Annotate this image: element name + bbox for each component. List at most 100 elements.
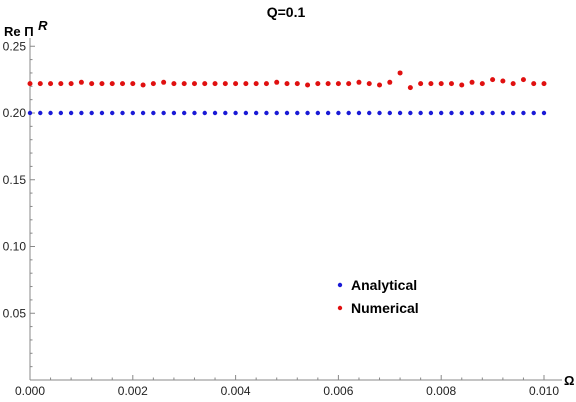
numerical-point	[202, 81, 208, 87]
numerical-series	[27, 70, 547, 91]
y-axis-label-main: Re Π	[4, 24, 34, 39]
analytical-point	[428, 110, 434, 116]
analytical-point	[377, 110, 382, 116]
analytical-point	[346, 110, 351, 116]
analytical-point	[161, 110, 166, 116]
analytical-point	[439, 110, 444, 116]
numerical-point	[78, 79, 84, 85]
numerical-point	[397, 70, 403, 76]
analytical-point	[264, 110, 269, 116]
numerical-point	[37, 81, 43, 87]
analytical-point	[99, 110, 105, 116]
numerical-point	[459, 82, 465, 88]
analytical-point	[58, 110, 64, 116]
analytical-point	[89, 110, 94, 116]
analytical-point	[120, 110, 125, 116]
analytical-point	[500, 110, 506, 116]
numerical-point	[469, 79, 475, 85]
analytical-point	[171, 110, 177, 116]
analytical-series	[27, 110, 547, 116]
analytical-point	[140, 110, 146, 116]
numerical-point	[68, 81, 74, 87]
x-tick-label: 0.004	[221, 384, 251, 398]
numerical-point	[531, 81, 537, 87]
analytical-point	[418, 110, 423, 116]
analytical-point	[233, 110, 238, 116]
y-tick-label: 0.15	[3, 173, 27, 187]
analytical-point	[367, 110, 372, 116]
analytical-point	[531, 110, 536, 116]
analytical-point	[27, 110, 33, 116]
analytical-point	[212, 110, 218, 116]
analytical-point	[469, 110, 475, 116]
numerical-point	[212, 81, 218, 87]
analytical-point	[295, 110, 300, 116]
analytical-point	[356, 110, 362, 116]
analytical-point	[284, 110, 290, 116]
x-tick-label: 0.008	[426, 384, 456, 398]
numerical-point	[335, 81, 341, 87]
numerical-point	[243, 81, 249, 87]
analytical-point	[130, 110, 135, 116]
numerical-point	[120, 81, 126, 87]
x-tick-label: 0.006	[323, 384, 353, 398]
analytical-point	[48, 110, 53, 116]
x-tick-label: 0.000	[15, 384, 45, 398]
analytical-point	[325, 110, 331, 116]
y-axis-label-superscript: R	[38, 18, 48, 33]
analytical-point	[151, 110, 156, 116]
numerical-point	[130, 81, 136, 87]
numerical-point	[99, 81, 105, 87]
analytical-point	[182, 110, 187, 116]
analytical-point	[521, 110, 526, 116]
analytical-point	[449, 110, 454, 116]
analytical-point	[408, 110, 413, 116]
analytical-point	[315, 110, 321, 116]
analytical-point	[202, 110, 207, 116]
numerical-point	[89, 81, 95, 87]
analytical-point	[192, 110, 197, 116]
x-tick-label: 0.010	[529, 384, 559, 398]
numerical-point	[263, 81, 269, 87]
numerical-point	[233, 81, 239, 87]
numerical-point	[510, 81, 516, 87]
numerical-point	[253, 81, 259, 87]
analytical-point	[480, 110, 485, 116]
x-tick-label: 0.002	[118, 384, 148, 398]
numerical-point	[27, 81, 33, 87]
chart-title: Q=0.1	[267, 4, 306, 20]
numerical-point	[541, 81, 547, 87]
numerical-point	[479, 81, 485, 87]
numerical-point	[58, 81, 64, 87]
numerical-point	[356, 79, 362, 85]
numerical-point	[294, 81, 300, 87]
legend: Analytical Numerical	[337, 277, 419, 316]
analytical-point	[253, 110, 259, 116]
legend-numerical-marker	[337, 305, 343, 311]
axes: 0.000 0.002 0.004 0.006 0.008 0.010 0.05 0.10 0.…	[3, 38, 562, 398]
numerical-point	[315, 81, 321, 87]
numerical-point	[520, 77, 526, 83]
y-axis-label: Re Π R	[4, 18, 48, 40]
x-axis-label: Ω	[564, 373, 574, 388]
numerical-point	[428, 81, 434, 87]
numerical-point	[109, 81, 115, 87]
analytical-point	[305, 110, 310, 116]
analytical-point	[387, 110, 392, 116]
analytical-point	[336, 110, 341, 116]
numerical-point	[418, 81, 424, 87]
numerical-point	[387, 79, 393, 85]
y-tick-label: 0.25	[3, 39, 27, 53]
numerical-point	[140, 82, 146, 88]
numerical-point	[171, 81, 177, 87]
numerical-point	[448, 81, 454, 87]
y-tick-label: 0.20	[3, 106, 27, 120]
analytical-point	[510, 110, 516, 116]
numerical-point	[500, 78, 506, 84]
analytical-point	[490, 110, 495, 116]
legend-analytical-label: Analytical	[351, 277, 417, 293]
numerical-point	[305, 82, 311, 88]
numerical-point	[222, 81, 228, 87]
numerical-point	[150, 81, 156, 87]
